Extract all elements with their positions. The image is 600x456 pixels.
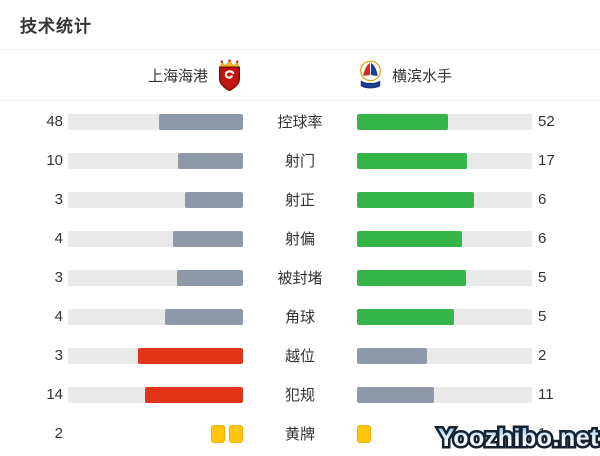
home-bar-fill — [184, 191, 243, 208]
stat-row: 3 越位 2 — [0, 336, 600, 375]
away-bar-fill — [357, 386, 434, 403]
home-bar-fill — [173, 230, 243, 247]
home-value: 14 — [46, 386, 63, 403]
home-value: 3 — [54, 191, 63, 208]
home-bar-fill — [178, 152, 243, 169]
away-value: 17 — [538, 152, 555, 169]
home-bar-track — [68, 191, 243, 208]
home-value: 48 — [46, 113, 63, 130]
home-yellow-cards — [68, 424, 243, 443]
yellow-card-icon — [229, 424, 243, 443]
home-value: 4 — [54, 308, 63, 325]
home-team: 上海海港 — [68, 58, 243, 92]
away-bar-track — [357, 308, 532, 325]
away-team-name: 横滨水手 — [392, 67, 453, 85]
stat-label: 被封堵 — [277, 270, 323, 287]
stat-row-cards: 2 黄牌 1 — [0, 414, 600, 453]
stat-row: 3 被封堵 5 — [0, 258, 600, 297]
stat-label: 射正 — [284, 192, 315, 209]
away-yellow-cards — [357, 424, 532, 443]
home-bar-track — [68, 152, 243, 169]
home-bar-fill — [138, 347, 243, 364]
stat-label: 射门 — [284, 153, 315, 170]
away-value: 1 — [532, 425, 600, 442]
page-title: 技术统计 — [20, 17, 92, 36]
away-bar-fill — [357, 230, 462, 247]
home-value: 2 — [54, 425, 63, 442]
away-value: 52 — [538, 113, 555, 130]
shanghai-port-crest-icon — [218, 58, 241, 91]
home-bar-track — [68, 386, 243, 403]
home-bar-fill — [145, 386, 243, 403]
stat-label: 控球率 — [277, 114, 323, 131]
watermark: Yoozhibo.net Yoozhibo.net — [435, 422, 600, 454]
away-bar-track — [357, 347, 532, 364]
away-bar-fill — [357, 269, 467, 286]
away-value: 5 — [538, 308, 547, 325]
home-value: 3 — [54, 269, 63, 286]
stat-row: 3 射正 6 — [0, 180, 600, 219]
home-value: 10 — [46, 152, 63, 169]
yellow-card-icon — [211, 424, 225, 443]
home-bar-fill — [165, 308, 243, 325]
stat-label: 犯规 — [284, 387, 315, 404]
away-bar-fill — [357, 308, 455, 325]
away-bar-track — [357, 230, 532, 247]
home-bar-track — [68, 308, 243, 325]
away-bar-track — [357, 152, 532, 169]
stat-label: 黄牌 — [284, 426, 315, 443]
away-bar-fill — [357, 347, 427, 364]
home-bar-track — [68, 113, 243, 130]
away-bar-track — [357, 269, 532, 286]
team-header: 上海海港 横滨水手 — [0, 50, 600, 101]
stat-row: 10 射门 17 — [0, 141, 600, 180]
yellow-card-icon — [357, 424, 371, 443]
away-bar-fill — [357, 113, 448, 130]
away-value: 11 — [538, 386, 554, 403]
stat-row: 4 角球 5 — [0, 297, 600, 336]
away-bar-fill — [357, 191, 474, 208]
home-value: 3 — [54, 347, 63, 364]
away-bar-fill — [357, 152, 468, 169]
away-value: 5 — [538, 269, 547, 286]
watermark-outline: Yoozhibo.net — [435, 422, 600, 454]
stat-row: 14 犯规 11 — [0, 375, 600, 414]
stat-label: 角球 — [284, 309, 315, 326]
home-team-name: 上海海港 — [147, 67, 208, 85]
home-value: 4 — [54, 230, 63, 247]
yokohama-marinos-crest-icon — [360, 59, 381, 88]
watermark-text: Yoozhibo.net — [437, 423, 599, 452]
home-bar-fill — [159, 113, 243, 130]
away-value: 2 — [538, 347, 547, 364]
stat-label: 射偏 — [284, 231, 315, 248]
away-bar-track — [357, 191, 532, 208]
away-value: 6 — [538, 230, 547, 247]
stat-label: 越位 — [284, 348, 315, 365]
stat-row: 4 射偏 6 — [0, 219, 600, 258]
home-bar-track — [68, 230, 243, 247]
stat-row: 48 控球率 52 — [0, 102, 600, 141]
stats-rows: 48 控球率 52 10 射门 17 3 射正 6 4 — [0, 101, 600, 453]
panel-header: 技术统计 — [0, 0, 600, 50]
home-bar-track — [68, 269, 243, 286]
away-value: 6 — [538, 191, 547, 208]
home-bar-track — [68, 347, 243, 364]
away-team: 横滨水手 — [357, 59, 532, 92]
away-bar-track — [357, 113, 532, 130]
away-bar-track — [357, 386, 532, 403]
home-bar-fill — [177, 269, 243, 286]
